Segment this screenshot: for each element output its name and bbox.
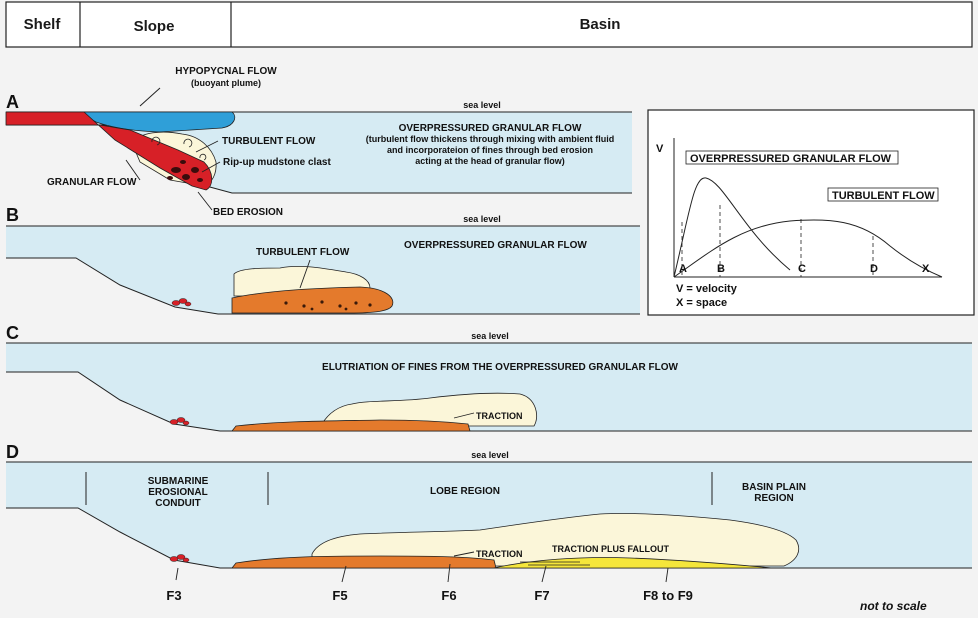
panel-letter-b: B bbox=[6, 205, 19, 225]
turbulent-cloud-d bbox=[311, 513, 800, 567]
conduit-label-3: CONDUIT bbox=[155, 498, 201, 509]
slope-clasts-c bbox=[169, 417, 190, 426]
panel-d: sea level D SUBMARINE ER bbox=[6, 442, 972, 603]
inset-ogf-label: OVERPRESSURED GRANULAR FLOW bbox=[690, 153, 892, 165]
ogf-title-a: OVERPRESSURED GRANULAR FLOW bbox=[399, 123, 582, 134]
slope-clasts-b bbox=[171, 298, 192, 307]
ogf-title-b: OVERPRESSURED GRANULAR FLOW bbox=[404, 240, 587, 251]
basin-plain-label-2: REGION bbox=[754, 493, 793, 504]
rip-up-label: Rip-up mudstone clast bbox=[223, 157, 331, 168]
turbulent-flow-label-b: TURBULENT FLOW bbox=[256, 247, 350, 258]
velocity-inset: V X OVERPRESSURED GRANULAR FLOW TURBULEN… bbox=[647, 109, 975, 316]
turbulent-leader-b bbox=[299, 259, 311, 289]
ogf-desc-line-2: and incorporateion of fines through bed … bbox=[387, 145, 593, 155]
traction-label-c: TRACTION bbox=[476, 411, 523, 421]
sea-level-label: sea level bbox=[463, 100, 501, 110]
ogf-desc-line-3: acting at the head of granular flow) bbox=[415, 156, 565, 166]
facies-f6: F6 bbox=[441, 588, 456, 603]
header-zones: Shelf Slope Basin bbox=[5, 1, 973, 48]
lamination-marks bbox=[520, 561, 590, 566]
basin-plain-label-1: BASIN PLAIN bbox=[742, 482, 806, 493]
panel-a: sea level A HYPOPYCNA bbox=[5, 66, 632, 218]
traction-label-d: TRACTION bbox=[476, 549, 523, 559]
hypopycnal-plume bbox=[76, 111, 236, 133]
facies-f7: F7 bbox=[534, 588, 549, 603]
facies-leaders bbox=[175, 551, 669, 583]
inset-tf-label: TURBULENT FLOW bbox=[832, 190, 935, 202]
panel-letter-a: A bbox=[6, 92, 19, 112]
not-to-scale-note: not to scale bbox=[860, 599, 927, 613]
inset-legend-v: V = velocity bbox=[676, 283, 738, 295]
turbulent-flow-label-a: TURBULENT FLOW bbox=[222, 136, 316, 147]
clasts-b bbox=[284, 300, 372, 311]
hypopycnal-leader bbox=[139, 87, 161, 107]
panel-c: sea level C ELUTRIATION OF FINES FROM TH… bbox=[6, 323, 972, 432]
inset-y-axis: V bbox=[656, 143, 664, 155]
elutriation-label: ELUTRIATION OF FINES FROM THE OVERPRESSU… bbox=[322, 362, 678, 373]
header-shelf: Shelf bbox=[24, 16, 62, 33]
facies-f5: F5 bbox=[332, 588, 347, 603]
inset-legend-x: X = space bbox=[676, 297, 727, 309]
panel-letter-c: C bbox=[6, 323, 19, 343]
header-basin: Basin bbox=[580, 16, 621, 33]
granular-flow bbox=[5, 111, 213, 191]
tf-curve bbox=[673, 219, 943, 278]
facies-f8-to-f9: F8 to F9 bbox=[643, 588, 693, 603]
turbulent-cloud-c bbox=[321, 392, 537, 427]
lobe-region-label: LOBE REGION bbox=[430, 486, 500, 497]
hypopycnal-title: HYPOPYCNAL FLOW bbox=[175, 66, 277, 77]
swirl-marks bbox=[151, 136, 207, 161]
traction-fallout-label: TRACTION PLUS FALLOUT bbox=[552, 544, 669, 554]
sea-level-label-b: sea level bbox=[463, 214, 501, 224]
slope-clasts-d bbox=[169, 554, 190, 563]
panel-b: sea level B TURBULENT FLOW OVERPRESSURED… bbox=[6, 205, 640, 315]
sea-level-label-c: sea level bbox=[471, 331, 509, 341]
conduit-label-1: SUBMARINE bbox=[148, 476, 209, 487]
facies-f3: F3 bbox=[166, 588, 181, 603]
inset-x-axis: X bbox=[922, 263, 930, 275]
inset-marker-d: D bbox=[870, 263, 878, 275]
inset-markers-dashes bbox=[681, 205, 874, 277]
panel-a-leaders bbox=[125, 140, 221, 211]
orange-granular-flow-b bbox=[231, 286, 394, 314]
yellow-deposit-d bbox=[493, 557, 773, 569]
region-dividers bbox=[85, 472, 713, 505]
hypopycnal-sub: (buoyant plume) bbox=[191, 78, 261, 88]
bed-erosion-label: BED EROSION bbox=[213, 207, 283, 218]
inset-marker-a: A bbox=[679, 263, 687, 275]
rip-up-clasts bbox=[167, 160, 203, 182]
inset-marker-b: B bbox=[717, 263, 725, 275]
orange-deposit-d bbox=[231, 555, 497, 569]
ogf-desc-line-1: (turbulent flow thickens through mixing … bbox=[366, 134, 615, 144]
orange-deposit-c bbox=[231, 419, 471, 432]
inset-marker-c: C bbox=[798, 263, 806, 275]
header-slope: Slope bbox=[134, 18, 175, 35]
ogf-curve bbox=[673, 177, 791, 278]
granular-flow-label: GRANULAR FLOW bbox=[47, 177, 137, 188]
panel-letter-d: D bbox=[6, 442, 19, 462]
conduit-label-2: EROSIONAL bbox=[148, 487, 207, 498]
sea-level-label-d: sea level bbox=[471, 450, 509, 460]
